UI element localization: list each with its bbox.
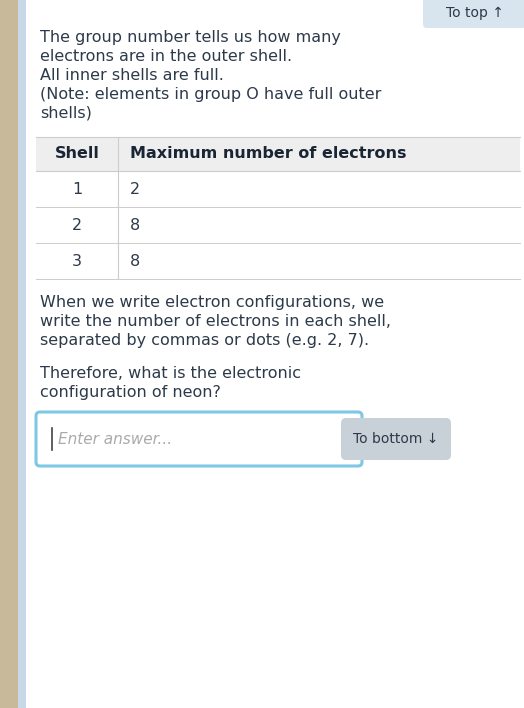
Text: 2: 2 <box>130 181 140 197</box>
Text: configuration of neon?: configuration of neon? <box>40 385 221 400</box>
FancyBboxPatch shape <box>18 0 26 708</box>
Text: 3: 3 <box>72 253 82 268</box>
Text: The group number tells us how many: The group number tells us how many <box>40 30 341 45</box>
FancyBboxPatch shape <box>26 0 524 708</box>
Text: 8: 8 <box>130 217 140 232</box>
FancyBboxPatch shape <box>36 137 520 171</box>
Text: Shell: Shell <box>54 147 100 161</box>
Text: write the number of electrons in each shell,: write the number of electrons in each sh… <box>40 314 391 329</box>
Text: Therefore, what is the electronic: Therefore, what is the electronic <box>40 366 301 381</box>
FancyBboxPatch shape <box>36 243 520 279</box>
Text: 2: 2 <box>72 217 82 232</box>
Text: 8: 8 <box>130 253 140 268</box>
Text: To top ↑: To top ↑ <box>445 6 504 20</box>
FancyBboxPatch shape <box>36 207 520 243</box>
Text: Enter answer...: Enter answer... <box>58 431 172 447</box>
FancyBboxPatch shape <box>36 171 520 207</box>
Text: When we write electron configurations, we: When we write electron configurations, w… <box>40 295 384 310</box>
FancyBboxPatch shape <box>0 0 18 708</box>
Text: To bottom ↓: To bottom ↓ <box>353 432 439 446</box>
Text: shells): shells) <box>40 106 92 121</box>
FancyBboxPatch shape <box>36 412 362 466</box>
FancyBboxPatch shape <box>341 418 451 460</box>
FancyBboxPatch shape <box>423 0 524 28</box>
Text: (Note: elements in group O have full outer: (Note: elements in group O have full out… <box>40 87 381 102</box>
Text: electrons are in the outer shell.: electrons are in the outer shell. <box>40 49 292 64</box>
Text: Maximum number of electrons: Maximum number of electrons <box>130 147 407 161</box>
Text: separated by commas or dots (e.g. 2, 7).: separated by commas or dots (e.g. 2, 7). <box>40 333 369 348</box>
Text: 1: 1 <box>72 181 82 197</box>
Text: All inner shells are full.: All inner shells are full. <box>40 68 224 83</box>
